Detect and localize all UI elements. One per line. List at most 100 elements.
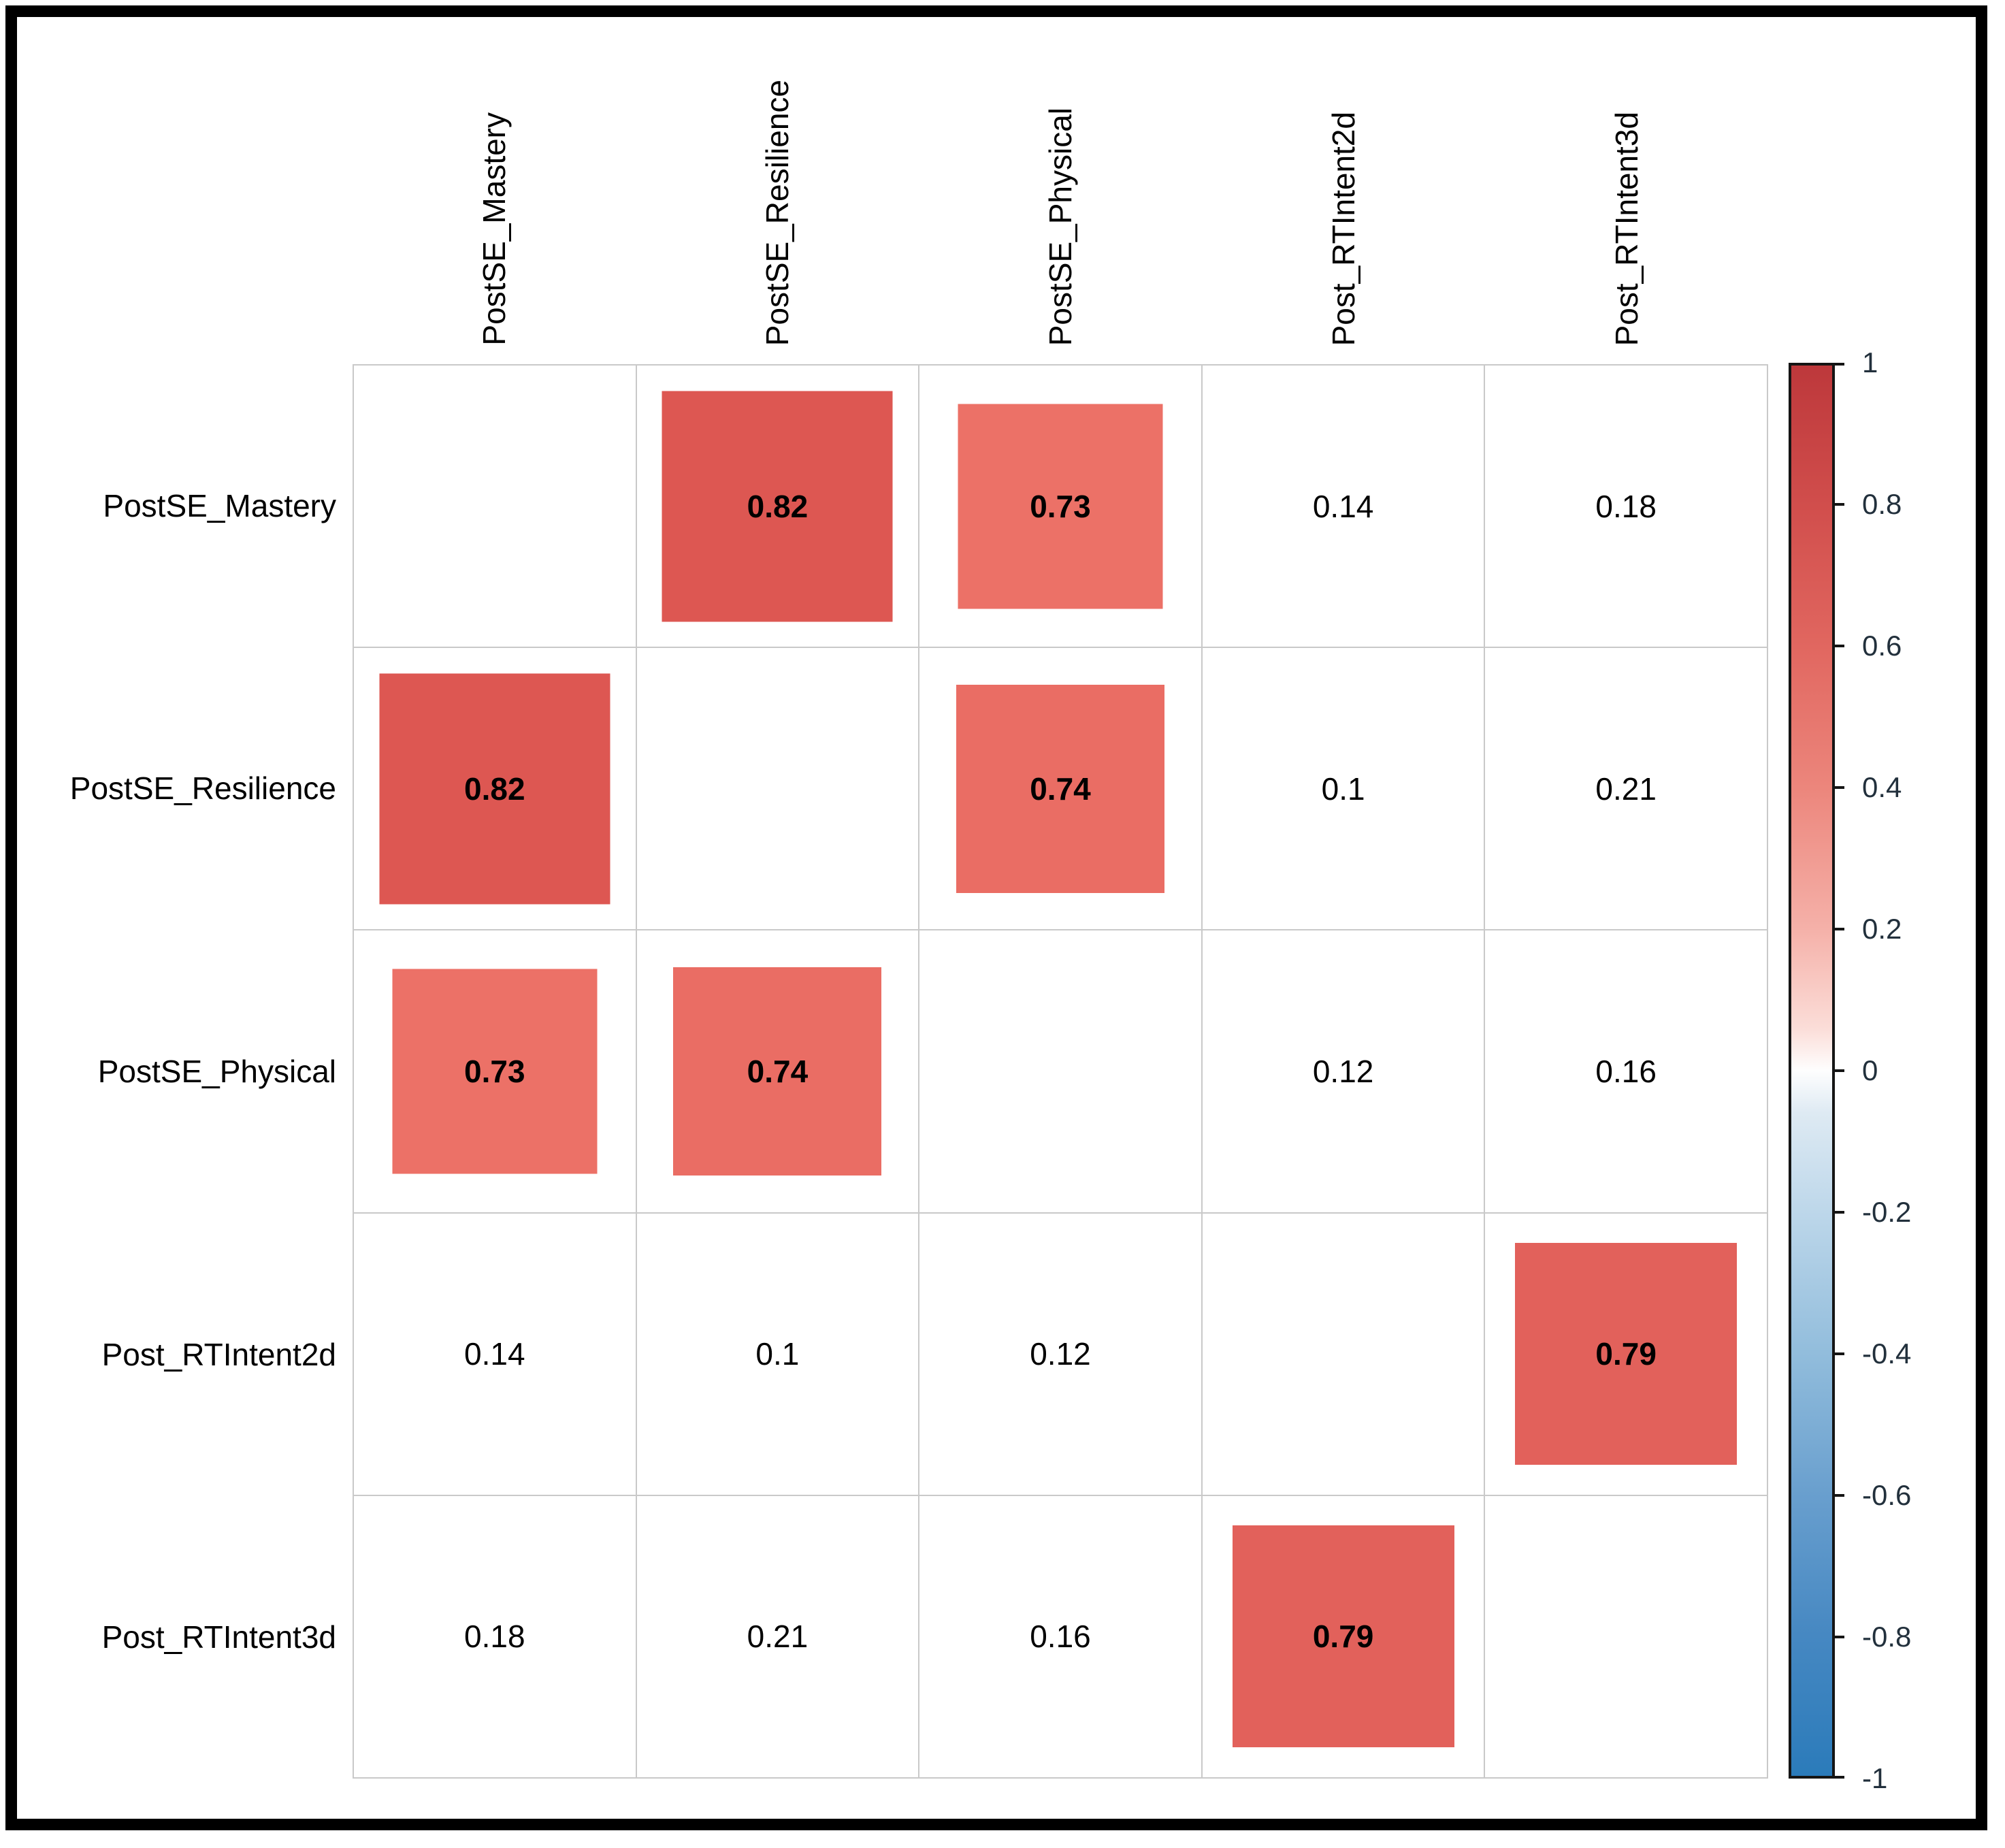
matrix-cell: 0.79	[1202, 1495, 1484, 1777]
colorbar-tick	[1832, 363, 1844, 366]
row-label: PostSE_Physical	[97, 1053, 336, 1089]
matrix-cell: 0.18	[1485, 366, 1767, 647]
column-label: PostSE_Resilience	[759, 79, 795, 346]
column-label: Post_RTIntent3d	[1608, 111, 1644, 346]
matrix-cell: 0.73	[354, 930, 636, 1212]
matrix-cell	[1202, 1213, 1484, 1495]
correlation-square	[958, 404, 1163, 609]
column-label: PostSE_Physical	[1042, 107, 1078, 346]
colorbar-tick	[1832, 1636, 1844, 1638]
matrix-cell: 0.16	[919, 1495, 1201, 1777]
matrix-cell: 0.12	[919, 1213, 1201, 1495]
colorbar-tick-label: 0.4	[1862, 771, 1902, 803]
cell-value: 0.14	[464, 1336, 525, 1372]
correlation-square	[662, 391, 893, 622]
colorbar-tick-label: 1	[1862, 346, 1878, 378]
column-label: Post_RTIntent2d	[1325, 111, 1361, 346]
correlation-square	[392, 969, 598, 1174]
column-label: PostSE_Mastery	[476, 112, 512, 346]
colorbar-tick	[1832, 1211, 1844, 1214]
row-label-slot: PostSE_Mastery	[0, 364, 336, 647]
correlation-square	[1515, 1243, 1738, 1465]
cell-value: 0.12	[1312, 1053, 1374, 1089]
colorbar-gradient	[1789, 363, 1835, 1779]
matrix-cell: 0.79	[1485, 1213, 1767, 1495]
colorbar-tick	[1832, 503, 1844, 506]
cell-value: 0.74	[747, 1053, 809, 1089]
correlation-square	[1232, 1525, 1454, 1748]
cell-value: 0.16	[1030, 1619, 1091, 1655]
matrix-cell: 0.12	[1202, 930, 1484, 1212]
plot-frame	[5, 5, 1987, 1830]
row-label: Post_RTIntent2d	[101, 1336, 336, 1372]
colorbar-tick	[1832, 1494, 1844, 1497]
row-label-slot: PostSE_Resilience	[0, 647, 336, 930]
cell-value: 0.1	[1321, 771, 1365, 807]
colorbar-tick-label: 0.8	[1862, 488, 1902, 520]
cell-value: 0.82	[747, 488, 809, 524]
correlation-square	[379, 673, 610, 905]
matrix-cell: 0.1	[1202, 648, 1484, 930]
colorbar-tick	[1832, 1069, 1844, 1072]
matrix-cell: 0.82	[636, 366, 919, 647]
colorbar-tick	[1832, 645, 1844, 647]
cell-value: 0.16	[1595, 1053, 1657, 1089]
row-label-slot: Post_RTIntent3d	[0, 1495, 336, 1779]
cell-value: 0.79	[1312, 1619, 1374, 1655]
cell-value: 0.1	[755, 1336, 800, 1372]
cell-value: 0.21	[1595, 771, 1657, 807]
colorbar-tick-label: -0.2	[1862, 1196, 1912, 1228]
row-label: Post_RTIntent3d	[101, 1619, 336, 1655]
cell-value: 0.21	[747, 1619, 809, 1655]
correlation-grid: 0.82 0.73 0.14 0.18 0.82 0.74 0.1 0.21 0.73 0.74 0…	[353, 364, 1768, 1779]
colorbar-tick-label: -0.8	[1862, 1621, 1912, 1653]
matrix-cell: 0.16	[1485, 930, 1767, 1212]
matrix-cell: 0.74	[636, 930, 919, 1212]
colorbar-tick	[1832, 1776, 1844, 1779]
correlation-square	[673, 967, 882, 1176]
cell-value: 0.14	[1312, 488, 1374, 524]
matrix-cell: 0.14	[354, 1213, 636, 1495]
correlation-square	[956, 684, 1164, 893]
colorbar-area: 1 0.8 0.6 0.4 0.2 0 -0.2 -0.4 -0.6 -0.8 -1	[1789, 346, 1993, 1794]
cell-value: 0.73	[464, 1053, 525, 1089]
matrix-cell	[919, 930, 1201, 1212]
matrix-cell	[354, 366, 636, 647]
colorbar-tick-label: -0.4	[1862, 1338, 1912, 1369]
row-label-slot: Post_RTIntent2d	[0, 1213, 336, 1496]
row-label: PostSE_Resilience	[69, 771, 336, 807]
colorbar-tick-label: 0.2	[1862, 913, 1902, 945]
column-label-slot: PostSE_Resilience	[636, 27, 919, 346]
row-label: PostSE_Mastery	[103, 487, 336, 523]
colorbar-tick-label: -1	[1862, 1762, 1888, 1794]
colorbar-tick-label: 0.6	[1862, 630, 1902, 662]
cell-value: 0.12	[1030, 1336, 1091, 1372]
colorbar-tick-label: 0	[1862, 1054, 1878, 1086]
cell-value: 0.73	[1030, 488, 1091, 524]
colorbar-tick	[1832, 1352, 1844, 1355]
matrix-cell	[636, 648, 919, 930]
column-label-slot: Post_RTIntent3d	[1485, 27, 1768, 346]
row-label-slot: PostSE_Physical	[0, 930, 336, 1213]
cell-value: 0.79	[1595, 1336, 1657, 1372]
matrix-cell	[1485, 1495, 1767, 1777]
row-labels: PostSE_Mastery PostSE_Resilience PostSE_Ph…	[0, 364, 336, 1779]
matrix-cell: 0.74	[919, 648, 1201, 930]
cell-value: 0.18	[464, 1619, 525, 1655]
cell-value: 0.74	[1030, 771, 1091, 807]
matrix-cell: 0.14	[1202, 366, 1484, 647]
matrix-cell: 0.1	[636, 1213, 919, 1495]
cell-value: 0.82	[464, 771, 525, 807]
matrix-cell: 0.18	[354, 1495, 636, 1777]
colorbar-tick	[1832, 928, 1844, 930]
column-label-slot: PostSE_Physical	[919, 27, 1202, 346]
matrix-cell: 0.73	[919, 366, 1201, 647]
matrix-cell: 0.21	[636, 1495, 919, 1777]
column-label-slot: Post_RTIntent2d	[1202, 27, 1485, 346]
colorbar-tick	[1832, 786, 1844, 789]
column-labels: PostSE_Mastery PostSE_Resilience PostSE_Ph…	[353, 27, 1768, 346]
matrix-cell: 0.82	[354, 648, 636, 930]
column-label-slot: PostSE_Mastery	[353, 27, 636, 346]
colorbar-tick-label: -0.6	[1862, 1479, 1912, 1511]
